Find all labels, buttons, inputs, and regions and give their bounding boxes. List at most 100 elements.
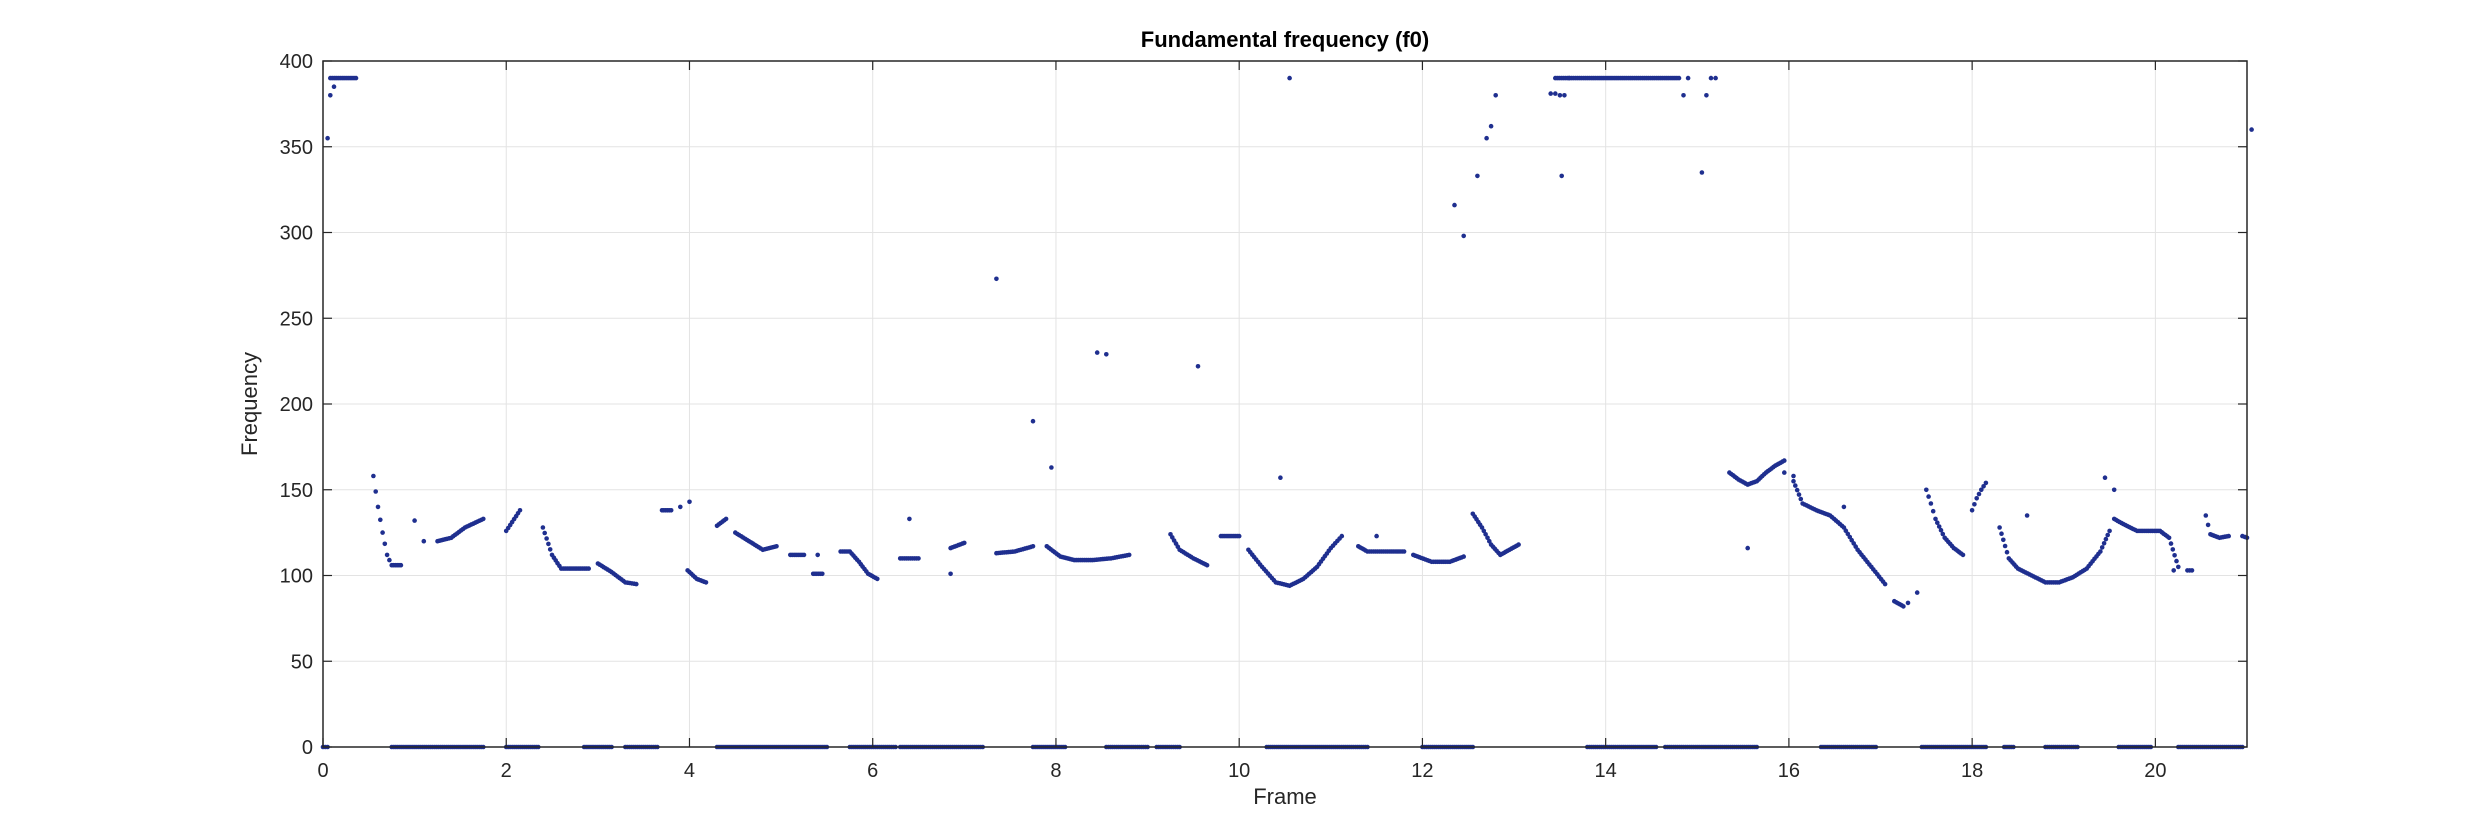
f0-point: [421, 538, 427, 544]
f0-point: [2168, 541, 2174, 546]
f0-point: [1488, 123, 1494, 129]
f0-point: [1882, 581, 1888, 587]
f0-point: [2176, 564, 2181, 570]
f0-point: [1287, 75, 1292, 81]
f0-point: [1126, 552, 1132, 558]
f0-point: [1794, 487, 1800, 493]
f0-point: [1452, 202, 1457, 208]
f0-point: [331, 84, 337, 89]
f0-point: [1676, 75, 1682, 81]
f0-point: [1559, 173, 1564, 179]
f0-point: [1782, 458, 1787, 463]
f0-point: [994, 276, 999, 282]
data-points: [320, 75, 2254, 750]
f0-point: [373, 489, 379, 494]
f0-point: [325, 135, 330, 141]
f0-point: [544, 536, 549, 541]
f0-point: [375, 504, 381, 510]
f0-point: [2205, 522, 2211, 528]
f0-point: [907, 516, 912, 522]
x-tick-label: 0: [317, 760, 328, 782]
f0-point: [2103, 536, 2109, 542]
f0-point: [328, 93, 333, 98]
f0-point: [2166, 535, 2172, 541]
f0-point: [380, 530, 385, 535]
f0-point: [1278, 475, 1283, 481]
f0-point: [2102, 475, 2108, 481]
x-tick-label: 20: [2144, 760, 2166, 782]
x-tick-label: 2: [501, 760, 512, 782]
f0-point: [1999, 531, 2004, 536]
f0-point: [1516, 542, 1521, 547]
f0-point: [1401, 549, 1407, 554]
f0-point: [1195, 364, 1201, 369]
f0-point: [1553, 91, 1558, 96]
f0-point: [1940, 531, 1946, 537]
f0-point: [1974, 496, 1979, 501]
f0-point: [1049, 465, 1054, 470]
f0-point: [2101, 541, 2107, 546]
f0-point: [2249, 127, 2254, 132]
f0-point: [1796, 492, 1802, 497]
f0-point: [875, 576, 880, 582]
x-tick-label: 12: [1411, 760, 1433, 782]
f0-point: [1791, 473, 1796, 479]
f0-point: [2226, 533, 2231, 539]
f0-point: [1566, 75, 1572, 81]
f0-point: [1791, 478, 1796, 484]
f0-point: [668, 508, 674, 513]
f0-point: [948, 571, 953, 577]
f0-point: [371, 473, 376, 479]
f0-point: [1914, 590, 1920, 595]
f0-point: [412, 518, 417, 523]
y-tick-label: 100: [280, 566, 313, 588]
f0-point: [1548, 91, 1553, 96]
f0-point: [1704, 93, 1709, 98]
f0-point: [1979, 487, 1984, 493]
f0-point: [1481, 528, 1487, 534]
f0-point: [723, 516, 729, 522]
f0-point: [678, 504, 683, 510]
f0-point: [1901, 604, 1906, 609]
f0-point: [1924, 487, 1929, 493]
x-axis-label: Frame: [1253, 784, 1317, 809]
f0-point: [1926, 494, 1931, 499]
f0-point: [586, 566, 591, 571]
f0-point: [1562, 93, 1567, 98]
f0-point: [916, 556, 921, 561]
f0-point: [2170, 547, 2176, 552]
f0-point: [1030, 418, 1036, 424]
f0-point: [801, 552, 807, 558]
f0-point: [2189, 568, 2195, 573]
f0-point: [1685, 75, 1691, 81]
f0-point: [2105, 532, 2110, 538]
f0-point: [1841, 504, 1847, 510]
f0-point: [1557, 93, 1563, 98]
f0-point: [1339, 533, 1345, 539]
f0-point: [547, 547, 553, 552]
f0-point: [2099, 545, 2105, 550]
y-tick-label: 50: [291, 651, 313, 673]
y-tick-label: 400: [280, 51, 313, 73]
x-tick-label: 16: [1778, 760, 1800, 782]
f0-point: [1938, 527, 1944, 533]
f0-point: [2001, 537, 2006, 543]
f0-point: [481, 516, 486, 522]
y-tick-label: 200: [280, 394, 313, 416]
y-axis-label: Frequency: [237, 352, 262, 456]
x-tick-label: 10: [1228, 760, 1250, 782]
f0-point: [2174, 558, 2179, 564]
f0-point: [1745, 545, 1750, 551]
y-tick-label: 350: [280, 137, 313, 159]
f0-point: [2004, 549, 2010, 555]
f0-point: [542, 530, 547, 536]
f0-point: [1484, 135, 1489, 141]
y-tick-label: 0: [302, 737, 313, 759]
f0-point: [774, 544, 779, 549]
f0-point: [1699, 170, 1705, 175]
f0-point: [1928, 501, 1934, 506]
y-tick-labels: 0 50 100 150 200 250 300 350 400: [280, 51, 313, 759]
f0-point: [1493, 93, 1498, 98]
